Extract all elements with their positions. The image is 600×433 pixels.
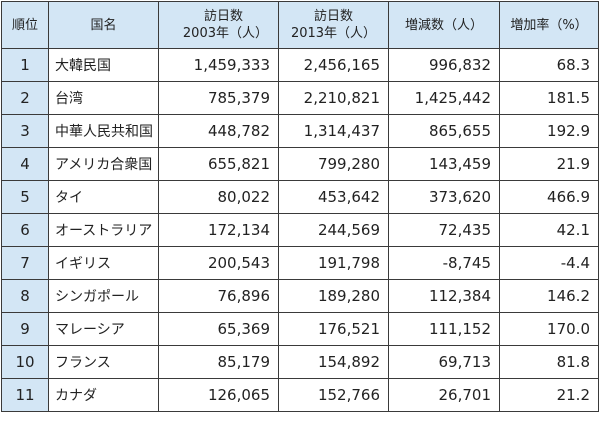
cell-rate: 181.5 — [499, 81, 599, 115]
cell-change: 373,620 — [388, 180, 500, 214]
table-row: 9 マレーシア 65,369 176,521 111,152 170.0 — [1, 312, 599, 346]
cell-visitors-2003: 85,179 — [158, 345, 279, 379]
cell-visitors-2013: 154,892 — [278, 345, 389, 379]
header-country: 国名 — [48, 1, 159, 49]
cell-country: カナダ — [48, 378, 159, 412]
table-row: 1 大韓民国 1,459,333 2,456,165 996,832 68.3 — [1, 48, 599, 82]
header-visitors-2003: 訪日数 2003年（人） — [158, 1, 279, 49]
cell-rank: 8 — [1, 279, 49, 313]
cell-visitors-2003: 448,782 — [158, 114, 279, 148]
cell-change: 26,701 — [388, 378, 500, 412]
cell-country: オーストラリア — [48, 213, 159, 247]
cell-visitors-2013: 453,642 — [278, 180, 389, 214]
header-visitors-2003-line2: 2003年（人） — [182, 26, 268, 41]
table-header: 順位 国名 訪日数 2003年（人） 訪日数 2013年（人） 増減数（人） 増… — [1, 1, 599, 49]
cell-rate: 192.9 — [499, 114, 599, 148]
table-row: 7 イギリス 200,543 191,798 -8,745 -4.4 — [1, 246, 599, 280]
cell-rate: 466.9 — [499, 180, 599, 214]
cell-rate: -4.4 — [499, 246, 599, 280]
cell-rate: 146.2 — [499, 279, 599, 313]
cell-visitors-2003: 65,369 — [158, 312, 279, 346]
table-body: 1 大韓民国 1,459,333 2,456,165 996,832 68.3 2 台湾 785… — [1, 48, 599, 412]
cell-visitors-2003: 200,543 — [158, 246, 279, 280]
header-change: 増減数（人） — [388, 1, 500, 49]
table-row: 10 フランス 85,179 154,892 69,713 81.8 — [1, 345, 599, 379]
cell-country: 台湾 — [48, 81, 159, 115]
cell-visitors-2013: 1,314,437 — [278, 114, 389, 148]
cell-visitors-2013: 189,280 — [278, 279, 389, 313]
cell-country: マレーシア — [48, 312, 159, 346]
table-row: 3 中華人民共和国 448,782 1,314,437 865,655 192.9 — [1, 114, 599, 148]
cell-visitors-2013: 152,766 — [278, 378, 389, 412]
cell-visitors-2003: 126,065 — [158, 378, 279, 412]
cell-rank: 4 — [1, 147, 49, 181]
cell-rank: 1 — [1, 48, 49, 82]
header-visitors-2003-line1: 訪日数 — [203, 9, 243, 24]
cell-rank: 9 — [1, 312, 49, 346]
table-row: 5 タイ 80,022 453,642 373,620 466.9 — [1, 180, 599, 214]
cell-rank: 10 — [1, 345, 49, 379]
cell-visitors-2013: 176,521 — [278, 312, 389, 346]
cell-change: 996,832 — [388, 48, 500, 82]
cell-visitors-2013: 799,280 — [278, 147, 389, 181]
cell-rank: 2 — [1, 81, 49, 115]
cell-visitors-2003: 655,821 — [158, 147, 279, 181]
cell-visitors-2003: 76,896 — [158, 279, 279, 313]
cell-country: フランス — [48, 345, 159, 379]
cell-country: イギリス — [48, 246, 159, 280]
cell-change: 112,384 — [388, 279, 500, 313]
cell-rate: 68.3 — [499, 48, 599, 82]
header-row: 順位 国名 訪日数 2003年（人） 訪日数 2013年（人） 増減数（人） 増… — [1, 1, 599, 49]
table-row: 2 台湾 785,379 2,210,821 1,425,442 181.5 — [1, 81, 599, 115]
cell-rate: 81.8 — [499, 345, 599, 379]
header-visitors-2013-line2: 2013年（人） — [290, 26, 377, 41]
header-visitors-2013: 訪日数 2013年（人） — [278, 1, 389, 49]
cell-change: 143,459 — [388, 147, 500, 181]
cell-country: シンガポール — [48, 279, 159, 313]
cell-visitors-2013: 2,456,165 — [278, 48, 389, 82]
cell-visitors-2013: 244,569 — [278, 213, 389, 247]
cell-visitors-2003: 1,459,333 — [158, 48, 279, 82]
header-rank: 順位 — [1, 1, 49, 49]
cell-country: タイ — [48, 180, 159, 214]
cell-rank: 5 — [1, 180, 49, 214]
table-row: 4 アメリカ合衆国 655,821 799,280 143,459 21.9 — [1, 147, 599, 181]
header-visitors-2013-line1: 訪日数 — [313, 9, 353, 24]
table-row: 8 シンガポール 76,896 189,280 112,384 146.2 — [1, 279, 599, 313]
cell-country: 大韓民国 — [48, 48, 159, 82]
cell-rank: 3 — [1, 114, 49, 148]
table-row: 11 カナダ 126,065 152,766 26,701 21.2 — [1, 378, 599, 412]
cell-rate: 42.1 — [499, 213, 599, 247]
cell-rank: 11 — [1, 378, 49, 412]
cell-visitors-2013: 191,798 — [278, 246, 389, 280]
cell-rate: 21.9 — [499, 147, 599, 181]
cell-visitors-2003: 80,022 — [158, 180, 279, 214]
cell-change: 72,435 — [388, 213, 500, 247]
cell-change: 1,425,442 — [388, 81, 500, 115]
table-row: 6 オーストラリア 172,134 244,569 72,435 42.1 — [1, 213, 599, 247]
header-rate: 増加率（%） — [499, 1, 599, 49]
cell-visitors-2003: 172,134 — [158, 213, 279, 247]
cell-change: -8,745 — [388, 246, 500, 280]
cell-rate: 21.2 — [499, 378, 599, 412]
cell-rate: 170.0 — [499, 312, 599, 346]
cell-country: アメリカ合衆国 — [48, 147, 159, 181]
cell-rank: 7 — [1, 246, 49, 280]
cell-country: 中華人民共和国 — [48, 114, 159, 148]
cell-change: 865,655 — [388, 114, 500, 148]
visitor-table: 順位 国名 訪日数 2003年（人） 訪日数 2013年（人） 増減数（人） 増… — [1, 1, 599, 412]
cell-rank: 6 — [1, 213, 49, 247]
cell-visitors-2013: 2,210,821 — [278, 81, 389, 115]
cell-change: 111,152 — [388, 312, 500, 346]
cell-visitors-2003: 785,379 — [158, 81, 279, 115]
cell-change: 69,713 — [388, 345, 500, 379]
